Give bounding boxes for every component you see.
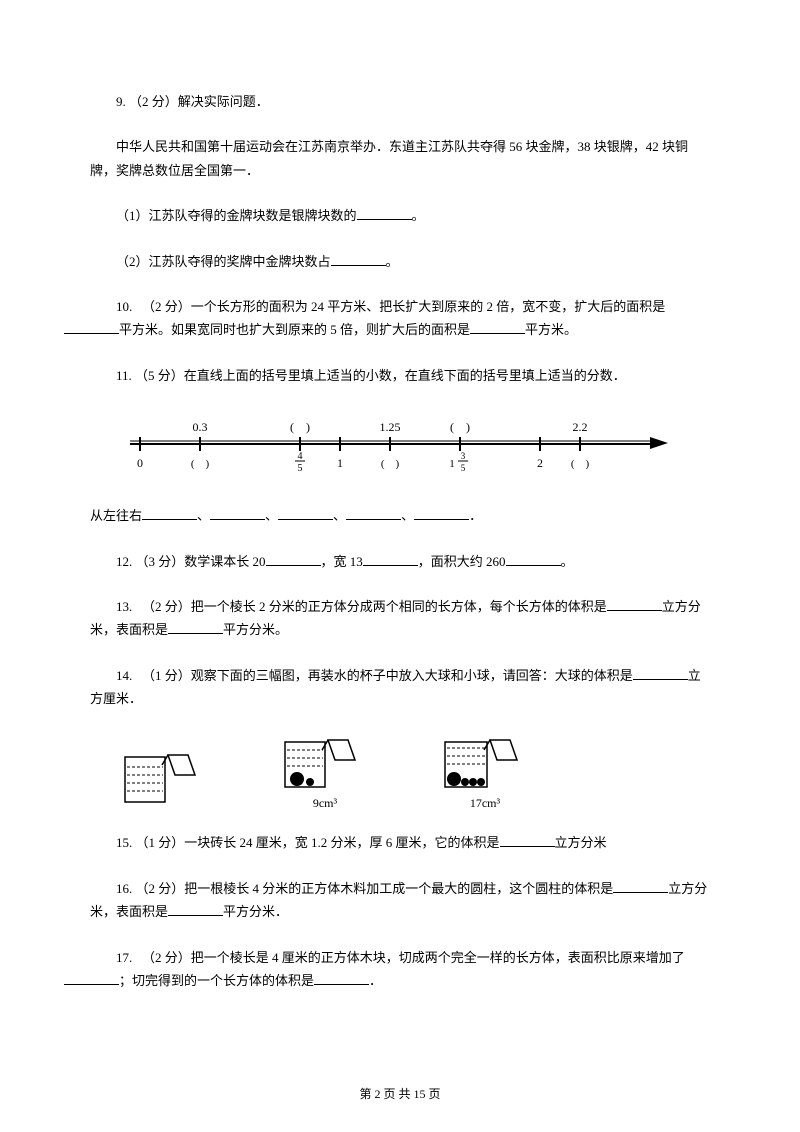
q11-answer: 从左往右、、、、．	[90, 504, 710, 527]
svg-text:3: 3	[461, 451, 466, 461]
cup-1	[120, 747, 210, 811]
svg-text:( ): ( )	[290, 420, 310, 434]
blank	[331, 253, 386, 266]
q10: 10. （2 分）一个长方形的面积为 24 平方米、把长扩大到原来的 2 倍，宽…	[90, 295, 710, 342]
svg-text:5: 5	[461, 463, 466, 473]
q12-mid1: ，宽 13	[321, 554, 363, 569]
q13-post: 平方分米。	[223, 622, 288, 637]
blank	[500, 834, 555, 847]
svg-text:0.3: 0.3	[193, 420, 208, 434]
blank	[470, 321, 525, 334]
q9-sub1-pre: （1）江苏队夺得的金牌块数是银牌块数的	[116, 208, 357, 223]
q17-mid: ；切完得到的一个长方体的体积是	[119, 973, 314, 988]
q11-text: 11. （5 分）在直线上面的括号里填上适当的小数，在直线下面的括号里填上适当的…	[90, 364, 710, 387]
svg-text:( ): ( )	[450, 420, 470, 434]
svg-text:1: 1	[449, 458, 455, 470]
blank	[363, 553, 418, 566]
blank	[633, 667, 688, 680]
blank	[210, 507, 265, 520]
q9-sub1-post: 。	[412, 208, 425, 223]
blank	[168, 903, 223, 916]
svg-text:( ): ( )	[191, 458, 210, 470]
q16: 16. （2 分）把一根棱长 4 分米的正方体木料加工成一个最大的圆柱，这个圆柱…	[90, 877, 710, 924]
blank	[506, 553, 561, 566]
number-line-figure: 0 0.3 ( ) ( ) 4 5 1 1.25 ( ) ( ) 1 3 5	[120, 409, 680, 484]
q15-pre: 15. （1 分）一块砖长 24 厘米，宽 1.2 分米，厚 6 厘米，它的体积…	[116, 835, 500, 850]
q17: 17. （2 分）把一个棱长是 4 厘米的正方体木块，切成两个完全一样的长方体，…	[90, 946, 710, 993]
svg-text:0: 0	[137, 456, 143, 470]
q9-sub2-pre: （2）江苏队夺得的奖牌中金牌块数占	[116, 254, 331, 269]
blank	[142, 507, 197, 520]
q12-mid2: ，面积大约 260	[418, 554, 506, 569]
blank	[357, 207, 412, 220]
svg-text:2: 2	[537, 456, 543, 470]
q13-pre: 13. （2 分）把一个棱长 2 分米的正方体分成两个相同的长方体，每个长方体的…	[116, 599, 607, 614]
q14: 14. （1 分）观察下面的三幅图，再装水的杯子中放入大球和小球，请回答：大球的…	[90, 664, 710, 711]
q9-header: 9. （2 分）解决实际问题．	[90, 90, 710, 113]
q9-sub2: （2）江苏队夺得的奖牌中金牌块数占 。	[90, 250, 710, 273]
blank	[414, 507, 469, 520]
blank	[64, 321, 119, 334]
cup-3: 17cm³	[440, 732, 530, 811]
blank	[266, 553, 321, 566]
q13: 13. （2 分）把一个棱长 2 分米的正方体分成两个相同的长方体，每个长方体的…	[90, 595, 710, 642]
svg-text:5: 5	[298, 463, 303, 474]
blank	[346, 507, 401, 520]
q10-post: 平方米。	[525, 322, 577, 337]
svg-text:( ): ( )	[571, 458, 590, 470]
svg-text:1.25: 1.25	[380, 420, 401, 434]
q15-post: 立方分米	[555, 835, 607, 850]
q12-post: 。	[561, 554, 574, 569]
q16-pre: 16. （2 分）把一根棱长 4 分米的正方体木料加工成一个最大的圆柱，这个圆柱…	[116, 881, 613, 896]
q9-sub2-post: 。	[386, 254, 399, 269]
svg-text:4: 4	[298, 451, 303, 462]
cups-figure: 9cm³ 17cm³	[120, 732, 710, 811]
blank	[64, 972, 119, 985]
q14-pre: 14. （1 分）观察下面的三幅图，再装水的杯子中放入大球和小球，请回答：大球的…	[116, 668, 633, 683]
cup-3-label: 17cm³	[470, 796, 500, 811]
q10-pre: 10. （2 分）一个长方形的面积为 24 平方米、把长扩大到原来的 2 倍，宽…	[116, 299, 665, 314]
svg-text:2.2: 2.2	[573, 420, 588, 434]
page-footer: 第 2 页 共 15 页	[0, 1085, 800, 1102]
blank	[314, 972, 369, 985]
q16-post: 平方分米．	[223, 904, 288, 919]
q11-answer-pre: 从左往右	[90, 508, 142, 523]
q9-context: 中华人民共和国第十届运动会在江苏南京举办．东道主江苏队共夺得 56 块金牌，38…	[90, 135, 710, 182]
blank	[613, 880, 668, 893]
q17-post: ．	[369, 973, 382, 988]
q17-pre: 17. （2 分）把一个棱长是 4 厘米的正方体木块，切成两个完全一样的长方体，…	[116, 950, 685, 965]
blank	[278, 507, 333, 520]
q12: 12. （3 分）数学课本长 20 ，宽 13 ，面积大约 260 。	[90, 550, 710, 573]
cup-2: 9cm³	[280, 732, 370, 811]
q15: 15. （1 分）一块砖长 24 厘米，宽 1.2 分米，厚 6 厘米，它的体积…	[90, 831, 710, 854]
q10-mid: 平方米。如果宽同时也扩大到原来的 5 倍，则扩大后的面积是	[119, 322, 470, 337]
svg-text:( ): ( )	[381, 458, 400, 470]
q9-sub1: （1）江苏队夺得的金牌块数是银牌块数的 。	[90, 204, 710, 227]
svg-text:1: 1	[337, 456, 343, 470]
blank	[607, 598, 662, 611]
cup-2-label: 9cm³	[313, 796, 337, 811]
blank	[168, 621, 223, 634]
number-line-svg: 0 0.3 ( ) ( ) 4 5 1 1.25 ( ) ( ) 1 3 5	[120, 409, 680, 479]
q12-pre: 12. （3 分）数学课本长 20	[116, 554, 266, 569]
